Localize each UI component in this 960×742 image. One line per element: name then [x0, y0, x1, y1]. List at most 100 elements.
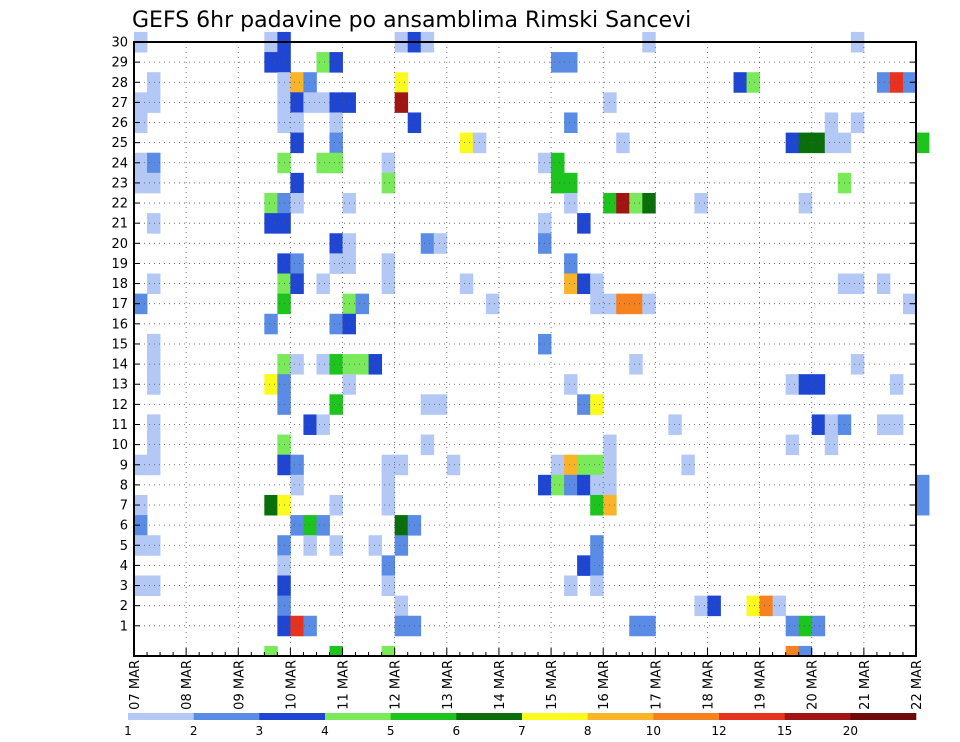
heatmap-cell [316, 152, 330, 174]
heatmap-cell [290, 112, 304, 133]
heatmap-cell [446, 454, 461, 476]
heatmap-cell [564, 172, 578, 194]
heatmap-cell [329, 313, 343, 335]
x-tick-label: 09 MAR [232, 660, 247, 710]
legend-label: 20 [843, 724, 858, 738]
heatmap-cell [590, 394, 604, 415]
y-tick-label: 19 [111, 257, 128, 272]
heatmap-cell [876, 72, 891, 93]
heatmap-cell [876, 414, 891, 435]
heatmap-cell [316, 354, 330, 375]
heatmap-cell [381, 454, 396, 476]
y-tick-label: 23 [111, 176, 128, 191]
legend-swatch [390, 713, 457, 720]
heatmap-cell [329, 354, 343, 375]
heatmap-cell [590, 273, 604, 295]
legend-swatch [193, 713, 260, 720]
y-tick-label: 6 [120, 519, 128, 534]
x-tick-label: 22 MAR [910, 660, 925, 710]
heatmap-cell [368, 535, 383, 556]
legend-swatch [653, 713, 720, 720]
heatmap-cell [329, 132, 343, 154]
heatmap-cell [355, 354, 369, 375]
y-tick-label: 24 [111, 156, 128, 171]
y-tick-label: 29 [111, 56, 128, 71]
heatmap-cell [824, 132, 839, 154]
heatmap-cell [303, 535, 317, 556]
heatmap-cell [147, 535, 161, 556]
heatmap-cell [746, 72, 760, 93]
x-tick-label: 20 MAR [806, 660, 821, 710]
heatmap-cell [590, 535, 604, 556]
heatmap-cell [824, 414, 839, 435]
y-tick-label: 11 [111, 418, 128, 433]
heatmap-cell [290, 92, 304, 113]
heatmap-cell [811, 615, 826, 637]
heatmap-cell [290, 615, 304, 637]
heatmap-cell [785, 434, 800, 456]
heatmap-cell [916, 494, 930, 516]
heatmap-cell [290, 253, 304, 274]
heatmap-cell [889, 72, 904, 93]
y-tick-label: 21 [111, 217, 128, 232]
heatmap-cell [290, 354, 304, 375]
heatmap-cell [329, 535, 343, 556]
heatmap-cell [134, 112, 148, 133]
heatmap-cell [590, 474, 604, 496]
heatmap-cell [564, 112, 578, 133]
heatmap-cell [381, 494, 396, 516]
x-tick-label: 18 MAR [701, 660, 716, 710]
heatmap-cell [134, 172, 148, 194]
y-axis: 1234567891011121314151617181920212223242… [111, 36, 916, 634]
heatmap-cell [303, 414, 317, 435]
y-tick-label: 5 [120, 539, 128, 554]
x-tick-label: 11 MAR [337, 660, 352, 710]
heatmap-cells [134, 31, 930, 657]
heatmap-cell [785, 615, 800, 637]
heatmap-cell [290, 515, 304, 536]
heatmap-cell [303, 92, 317, 113]
legend-label: 5 [387, 724, 395, 738]
heatmap-cell [329, 112, 343, 133]
legend-label: 1 [124, 724, 132, 738]
heatmap-cell [381, 575, 396, 597]
heatmap-cell [394, 72, 409, 93]
heatmap-cell [264, 494, 278, 516]
heatmap-cell [590, 293, 604, 315]
heatmap-cell [394, 615, 409, 637]
legend-label: 8 [584, 724, 592, 738]
heatmap-cell [381, 152, 396, 174]
heatmap-cell [316, 515, 330, 536]
heatmap-cell [564, 374, 578, 395]
heatmap-cell [577, 474, 591, 496]
heatmap-cell [381, 474, 396, 496]
heatmap-cell [329, 645, 343, 657]
y-tick-label: 4 [120, 559, 128, 574]
heatmap-cell [134, 575, 148, 597]
heatmap-cell [590, 575, 604, 597]
y-tick-label: 14 [111, 358, 128, 373]
heatmap-cell [433, 233, 448, 254]
heatmap-cell [329, 52, 343, 73]
legend-swatch [587, 713, 654, 720]
heatmap-cell [147, 72, 161, 93]
heatmap-cell [147, 152, 161, 174]
legend-label: 2 [190, 724, 198, 738]
heatmap-cell [785, 374, 800, 395]
heatmap-cell [147, 172, 161, 194]
heatmap-cell [629, 192, 643, 214]
heatmap-cell [746, 595, 760, 617]
heatmap-cell [616, 192, 630, 214]
heatmap-cell [147, 414, 161, 435]
heatmap-cell [850, 354, 865, 375]
heatmap-cell [916, 474, 930, 496]
heatmap-cell [381, 253, 396, 274]
x-tick-label: 07 MAR [128, 660, 143, 710]
heatmap-cell [798, 192, 813, 214]
heatmap-cell [433, 394, 448, 415]
heatmap-cell [694, 192, 708, 214]
y-tick-label: 13 [111, 378, 128, 393]
heatmap-cell [889, 414, 904, 435]
y-tick-label: 1 [120, 619, 128, 634]
